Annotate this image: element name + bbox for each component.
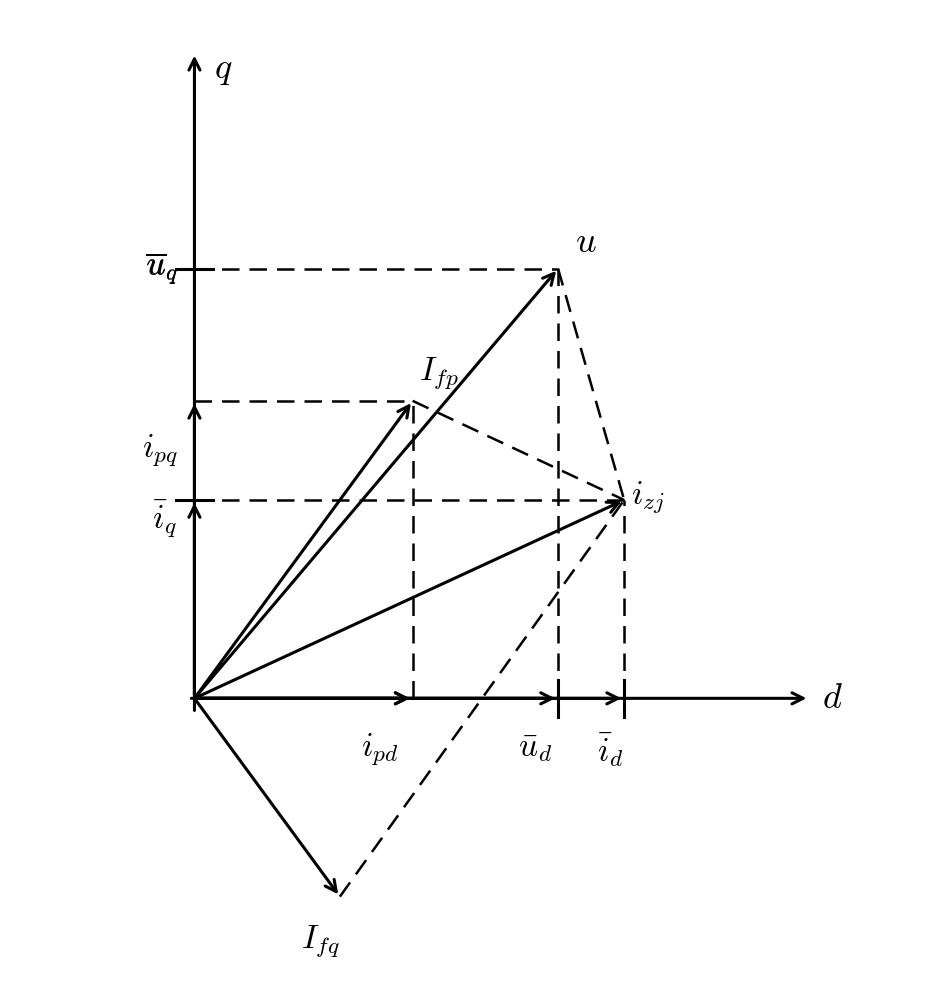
Text: $I_{fp}$: $I_{fp}$ [419,355,459,391]
Text: $i_{zj}$: $i_{zj}$ [631,479,665,515]
Text: $\bar{u}_d$: $\bar{u}_d$ [518,731,552,764]
Text: $\overline{u}_q$: $\overline{u}_q$ [144,251,178,287]
Text: $d$: $d$ [822,681,843,715]
Text: $u_q$: $u_q$ [146,252,178,285]
Text: $i_{pd}$: $i_{pd}$ [361,731,398,767]
Text: $u$: $u$ [574,225,597,259]
Text: $q$: $q$ [214,53,233,87]
Text: $I_{fq}$: $I_{fq}$ [301,923,340,959]
Text: $\bar{i}_d$: $\bar{i}_d$ [598,731,625,769]
Text: $\bar{i}_q$: $\bar{i}_q$ [153,499,178,540]
Text: $i_{pq}$: $i_{pq}$ [142,433,178,468]
